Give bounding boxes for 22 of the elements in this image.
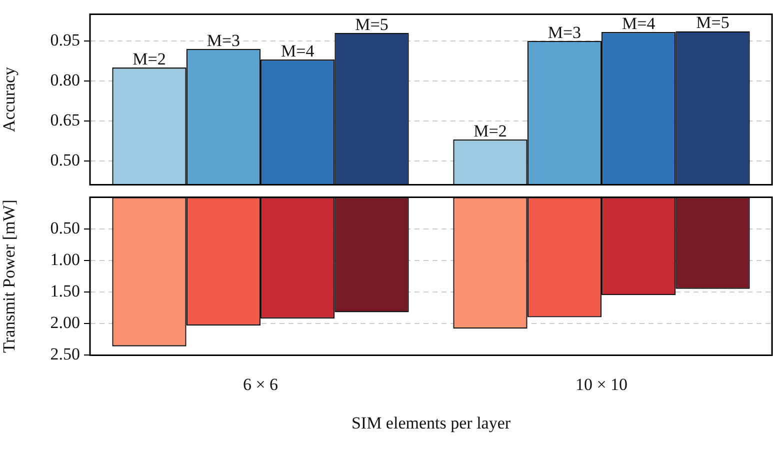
- x-tick-label: 6 × 6: [242, 374, 278, 394]
- x-axis-title: SIM elements per layer: [351, 413, 511, 432]
- y-tick-label: 0.50: [50, 218, 80, 238]
- y-tick-label: 0.50: [50, 150, 80, 170]
- y-tick-label: 2.50: [50, 344, 80, 364]
- y-axis-title: Accuracy: [0, 66, 19, 132]
- x-tick-label: 10 × 10: [575, 374, 628, 394]
- text: M=2: [132, 49, 166, 68]
- y-tick-label: 1.50: [50, 281, 80, 300]
- series-label: M=3: [548, 22, 582, 42]
- text: M=5: [696, 13, 730, 32]
- y-tick-label: 2.00: [50, 313, 80, 332]
- y-tick-label: 0.80: [50, 70, 80, 90]
- text: M=3: [206, 30, 240, 50]
- y-tick-label: 1.00: [50, 250, 80, 269]
- series-label: M=4: [622, 14, 656, 34]
- text: M=4: [280, 41, 314, 60]
- y-axis-title: Transmit Power [mW]: [0, 200, 19, 353]
- y-tick-label: 0.65: [50, 110, 80, 130]
- series-label: M=2: [474, 121, 507, 140]
- y-tick-label: 0.95: [50, 30, 80, 50]
- series-label: M=5: [355, 14, 388, 34]
